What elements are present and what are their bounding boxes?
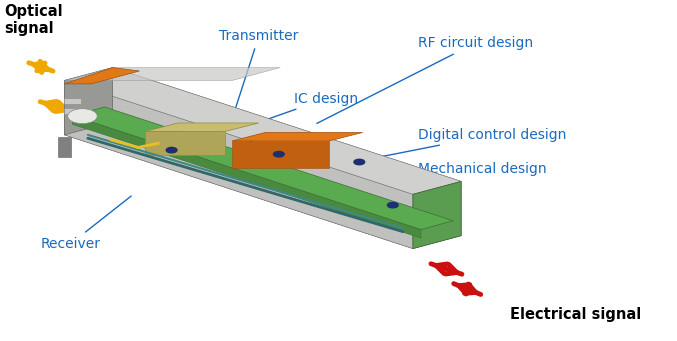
Polygon shape	[145, 123, 259, 131]
Text: Digital control design: Digital control design	[362, 128, 566, 161]
Polygon shape	[64, 122, 461, 249]
Text: Optical
signal: Optical signal	[4, 4, 63, 36]
Text: Electrical signal: Electrical signal	[510, 307, 641, 322]
Bar	[64, 98, 81, 104]
Text: IC design: IC design	[184, 91, 358, 149]
Text: Transmitter: Transmitter	[219, 29, 299, 131]
Polygon shape	[72, 116, 421, 238]
Polygon shape	[64, 68, 139, 84]
Polygon shape	[64, 68, 112, 135]
Circle shape	[354, 159, 365, 165]
Polygon shape	[72, 107, 453, 229]
Polygon shape	[64, 68, 280, 80]
Circle shape	[274, 151, 284, 157]
Text: Receiver: Receiver	[41, 196, 131, 251]
Polygon shape	[413, 181, 461, 249]
Text: Mechanical design: Mechanical design	[399, 162, 546, 182]
Text: RF circuit design: RF circuit design	[317, 36, 533, 123]
Polygon shape	[64, 68, 461, 194]
Circle shape	[167, 147, 177, 153]
Polygon shape	[64, 80, 413, 249]
Polygon shape	[232, 141, 329, 168]
Circle shape	[387, 203, 398, 208]
Polygon shape	[232, 132, 363, 141]
Bar	[64, 108, 81, 115]
Circle shape	[68, 109, 97, 124]
Polygon shape	[58, 136, 71, 157]
Polygon shape	[112, 68, 461, 236]
Polygon shape	[145, 131, 225, 155]
